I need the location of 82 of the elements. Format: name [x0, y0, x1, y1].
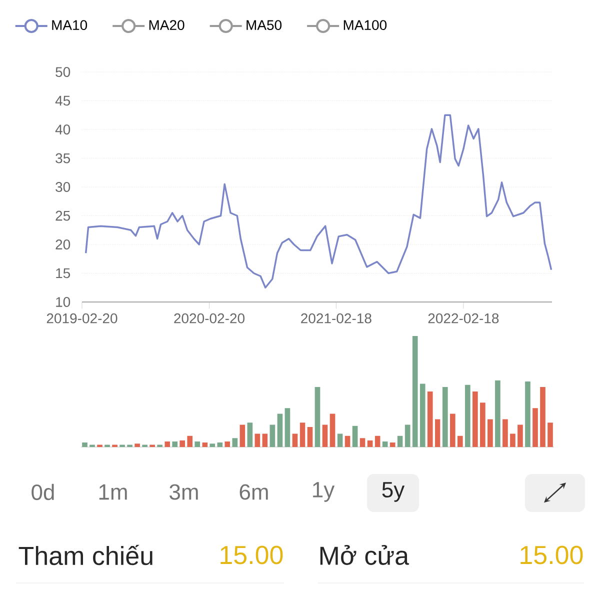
bar — [134, 444, 140, 447]
y-tick-label: 30 — [56, 182, 70, 192]
bar — [382, 441, 388, 447]
text: 3m — [170, 484, 198, 500]
bar — [202, 442, 208, 447]
bar — [502, 419, 508, 447]
bar — [322, 424, 328, 447]
bar — [224, 441, 230, 447]
y-tick-label: 35 — [56, 153, 70, 164]
bar — [277, 414, 283, 447]
bar — [172, 441, 178, 447]
y-tick-label: 20 — [56, 240, 70, 250]
bar — [164, 441, 170, 447]
bar — [518, 424, 523, 447]
line-series — [84, 114, 552, 288]
y-tick-label: 40 — [55, 124, 70, 134]
bar — [397, 436, 403, 447]
bar — [450, 414, 456, 447]
x-tick-label: 2020-02-20 — [174, 313, 245, 324]
y-tick-label: 50 — [56, 67, 70, 77]
bar — [464, 384, 470, 447]
legend-label: MA20 — [149, 20, 184, 30]
text: 0d — [32, 484, 54, 500]
text: 1m — [99, 484, 127, 500]
bar — [434, 419, 440, 447]
text: 15.00 — [220, 546, 283, 564]
bar — [442, 387, 448, 447]
bar — [262, 434, 268, 447]
bar — [488, 419, 493, 447]
x-tick-label: 2021-02-18 — [301, 313, 372, 324]
bar — [540, 387, 546, 447]
bar — [495, 380, 500, 447]
bar — [352, 426, 358, 447]
text: Mở cửa — [320, 545, 410, 565]
legend-label: MA50 — [246, 20, 282, 30]
bar — [210, 444, 216, 447]
y-tick-label: 15 — [56, 268, 70, 278]
y-tick-label: 10 — [56, 297, 70, 307]
text: Tham chiếu — [18, 544, 152, 566]
bar — [344, 436, 350, 447]
bar — [404, 424, 410, 447]
bar — [367, 440, 373, 447]
x-tick-label: 2022-02-18 — [428, 313, 499, 324]
bar — [510, 434, 516, 447]
bar — [472, 392, 478, 447]
bar — [390, 442, 396, 447]
bar — [300, 422, 306, 447]
bar — [307, 427, 313, 447]
y-tick-label: 45 — [55, 96, 70, 106]
bar — [427, 392, 433, 447]
bar — [480, 402, 486, 447]
bar — [284, 408, 290, 447]
bar — [532, 408, 538, 447]
legend-label: MA10 — [52, 20, 88, 30]
bar — [217, 442, 223, 447]
bar — [240, 424, 246, 447]
bar — [337, 434, 343, 447]
bar — [254, 434, 260, 447]
bar — [330, 414, 336, 447]
x-tick-label: 2019-02-20 — [46, 313, 118, 324]
text: 15.00 — [520, 546, 583, 564]
bar — [180, 440, 186, 447]
bar — [360, 438, 366, 447]
legend-label: MA100 — [344, 20, 387, 30]
bar — [525, 382, 530, 447]
bar — [548, 422, 553, 447]
bar — [247, 422, 253, 447]
bar — [457, 436, 463, 447]
bar — [270, 424, 276, 447]
bar — [314, 387, 320, 447]
text: 1y — [313, 482, 335, 502]
bar — [374, 436, 380, 447]
bar — [292, 434, 298, 447]
bar — [232, 438, 238, 447]
bar — [194, 441, 200, 447]
text: 5y — [382, 482, 405, 502]
bar — [187, 436, 193, 447]
y-tick-label: 25 — [56, 210, 70, 221]
text: 6m — [240, 484, 268, 500]
bar — [82, 442, 88, 447]
bar — [412, 336, 418, 447]
bar — [420, 384, 426, 447]
